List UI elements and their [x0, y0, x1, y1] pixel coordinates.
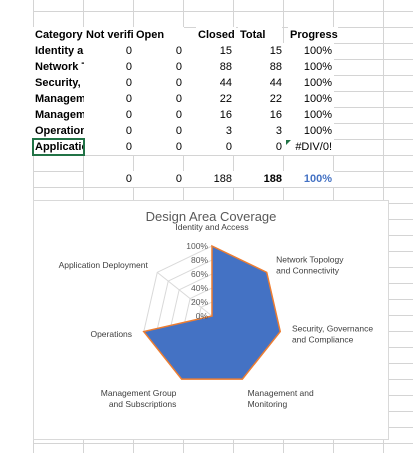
radar-category-label: Operations [90, 329, 132, 339]
header-total[interactable]: Total [238, 27, 282, 43]
row-gutter [0, 0, 34, 453]
cell-total[interactable]: 88 [234, 59, 284, 75]
cell-open[interactable]: 0 [134, 123, 184, 139]
cell-progress[interactable]: #DIV/0! [284, 139, 334, 155]
cell-not-verified[interactable]: 0 [84, 91, 134, 107]
cell-closed[interactable]: 22 [184, 91, 234, 107]
radar-series-area [142, 244, 282, 380]
cell-not-verified[interactable]: 0 [84, 107, 134, 123]
cell-not-verified[interactable]: 0 [84, 59, 134, 75]
cell-closed[interactable]: 3 [184, 123, 234, 139]
cell-closed[interactable]: 16 [184, 107, 234, 123]
radar-tick-label: 0% [196, 311, 209, 321]
cell-not-verified[interactable]: 0 [84, 123, 134, 139]
radar-tick-label: 60% [191, 269, 208, 279]
chart-title: Design Area Coverage [145, 209, 277, 224]
cell-category[interactable]: Operations [33, 123, 84, 139]
cell-not-verified[interactable]: 0 [84, 75, 134, 91]
cell-progress[interactable]: 100% [284, 107, 334, 123]
radar-category-label: Management and Monitoring [248, 388, 314, 409]
radar-category-label: Network Topology and Connectivity [276, 254, 344, 275]
cell-closed[interactable]: 44 [184, 75, 234, 91]
cell-open[interactable]: 0 [134, 139, 184, 155]
cell-closed[interactable]: 15 [184, 43, 234, 59]
cell-total[interactable]: 3 [234, 123, 284, 139]
cell-progress[interactable]: 100% [284, 123, 334, 139]
total-open[interactable]: 0 [134, 171, 184, 187]
radar-tick-label: 100% [186, 241, 208, 251]
radar-category-label: Management Group and Subscriptions [101, 388, 177, 409]
cell-progress[interactable]: 100% [284, 91, 334, 107]
cell-category[interactable]: Management Group and Subscriptions [33, 107, 84, 123]
header-closed[interactable]: Closed [196, 27, 236, 43]
radar-category-label: Identity and Access [175, 222, 248, 232]
cell-open[interactable]: 0 [134, 43, 184, 59]
radar-category-label: Security, Governance and Compliance [292, 324, 373, 345]
cell-total[interactable]: 16 [234, 107, 284, 123]
header-open[interactable]: Open [134, 27, 184, 43]
cell-category[interactable]: Application Deployment [32, 138, 85, 156]
cell-not-verified[interactable]: 0 [84, 139, 134, 155]
header-progress[interactable]: Progress [288, 27, 338, 43]
radar-tick-label: 20% [191, 297, 208, 307]
cell-not-verified[interactable]: 0 [84, 43, 134, 59]
cell-progress[interactable]: 100% [284, 43, 334, 59]
cell-progress[interactable]: 100% [284, 59, 334, 75]
cell-total[interactable]: 44 [234, 75, 284, 91]
cell-open[interactable]: 0 [134, 75, 184, 91]
cell-category[interactable]: Management and Monitoring [33, 91, 84, 107]
total-progress[interactable]: 100% [284, 171, 334, 187]
radar-plot: 0% 20% 40% 60% 80% 100% Identity and Access Net… [59, 222, 374, 409]
cell-category[interactable]: Identity and Access [33, 43, 84, 59]
cell-category[interactable]: Network Topology and Connectivity [33, 59, 84, 75]
radar-tick-label: 40% [191, 283, 208, 293]
radar-category-label: Application Deployment [59, 260, 149, 270]
cell-closed[interactable]: 0 [184, 139, 234, 155]
header-not-verified[interactable]: Not verified [84, 27, 134, 43]
cell-open[interactable]: 0 [134, 59, 184, 75]
total-not-verified[interactable]: 0 [84, 171, 134, 187]
cell-open[interactable]: 0 [134, 107, 184, 123]
total-closed[interactable]: 188 [184, 171, 234, 187]
cell-total[interactable]: 15 [234, 43, 284, 59]
cell-progress[interactable]: 100% [284, 75, 334, 91]
radar-chart[interactable]: Design Area Coverage 0% 20% 40% 60% 80% 100% I… [33, 200, 389, 440]
total-total[interactable]: 188 [234, 171, 284, 187]
cell-total[interactable]: 0 [234, 139, 284, 155]
header-category[interactable]: Category [33, 27, 84, 43]
cell-category[interactable]: Security, Governance and Compliance [33, 75, 84, 91]
cell-open[interactable]: 0 [134, 91, 184, 107]
radar-spoke [156, 271, 213, 317]
radar-tick-label: 80% [191, 255, 208, 265]
cell-total[interactable]: 22 [234, 91, 284, 107]
error-indicator-icon [286, 140, 291, 145]
cell-closed[interactable]: 88 [184, 59, 234, 75]
